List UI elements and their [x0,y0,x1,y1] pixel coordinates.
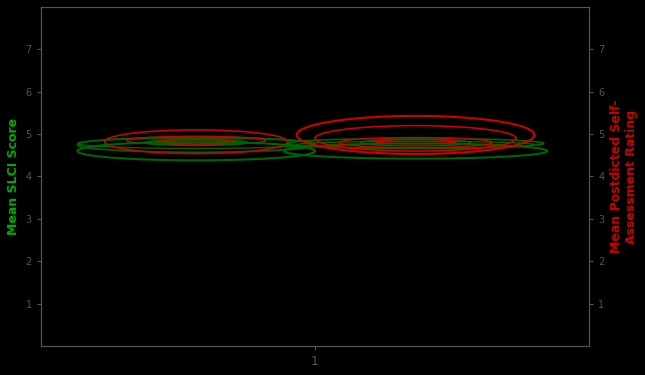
Y-axis label: Mean SLCI Score: Mean SLCI Score [7,118,20,235]
Y-axis label: Mean Postdicted Self-
Assessment Rating: Mean Postdicted Self- Assessment Rating [610,100,638,253]
